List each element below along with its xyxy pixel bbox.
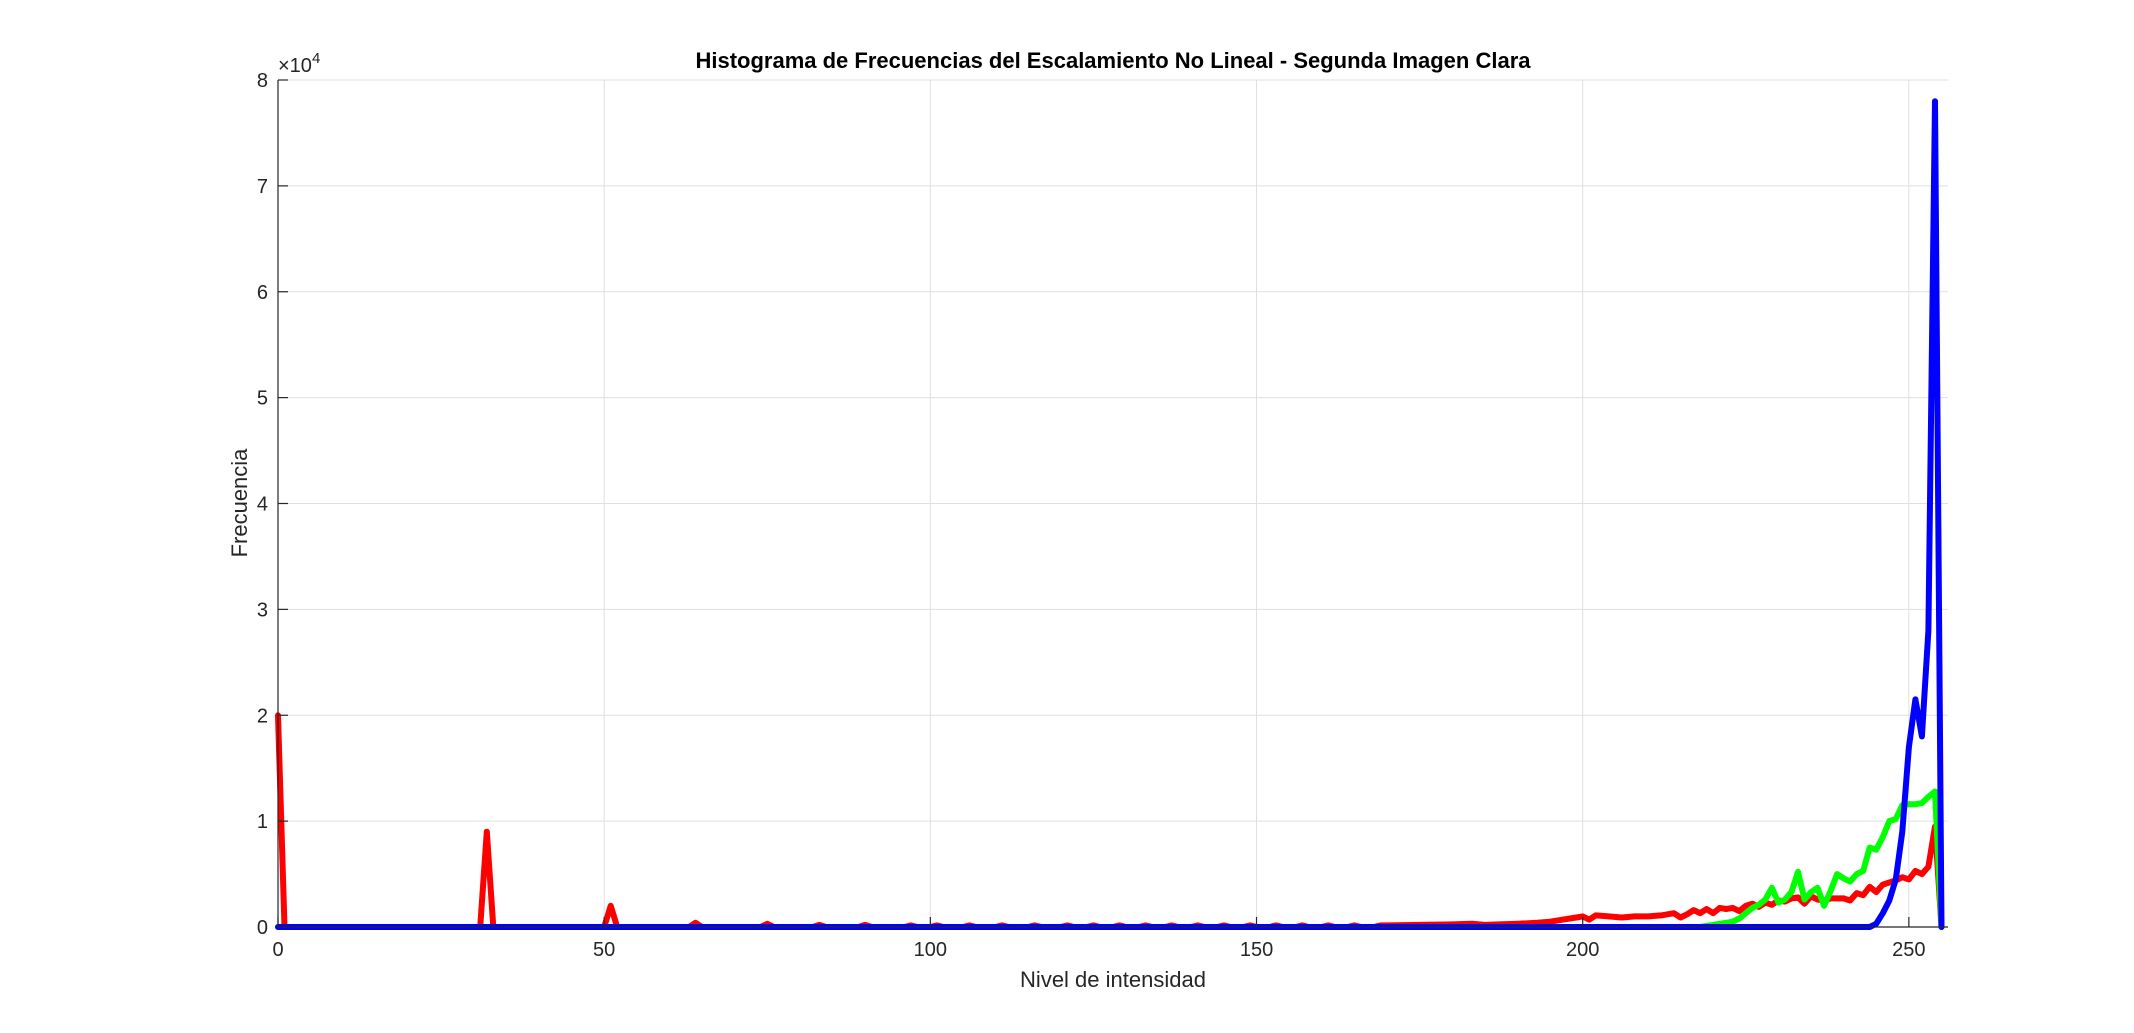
y-exponent-base: ×10 <box>278 55 312 77</box>
y-tick-label: 4 <box>257 494 268 516</box>
y-ticks: 0 1 2 3 4 5 6 7 8 <box>257 70 288 939</box>
x-tick-label: 150 <box>1240 939 1273 961</box>
chart-title: Histograma de Frecuencias del Escalamien… <box>695 48 1531 73</box>
x-tick-label: 0 <box>272 939 283 961</box>
y-tick-label: 5 <box>257 388 268 410</box>
x-ticks: 0 50 100 150 200 250 <box>272 917 1926 961</box>
y-axis-label: Frecuencia <box>227 448 252 558</box>
series-line-3 <box>275 98 1945 930</box>
y-tick-label: 7 <box>257 176 268 198</box>
x-tick-label: 50 <box>593 939 615 961</box>
y-tick-label: 6 <box>257 282 268 304</box>
x-axis-label: Nivel de intensidad <box>1020 967 1206 992</box>
series-line-2 <box>275 788 1945 930</box>
x-tick-label: 250 <box>1892 939 1925 961</box>
x-tick-label: 100 <box>914 939 947 961</box>
x-tick-label: 200 <box>1566 939 1599 961</box>
y-tick-label: 2 <box>257 705 268 727</box>
y-tick-label: 0 <box>257 917 268 939</box>
y-tick-label: 1 <box>257 811 268 833</box>
y-tick-label: 8 <box>257 70 268 92</box>
y-tick-label: 3 <box>257 599 268 621</box>
y-exponent-multiplier: ×104 <box>278 50 320 77</box>
y-exponent-power: 4 <box>312 50 320 67</box>
